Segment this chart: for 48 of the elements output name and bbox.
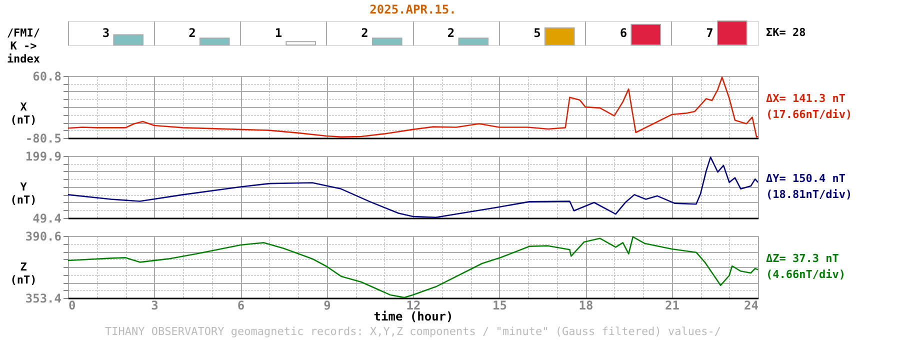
text: ΔZ= 37.3 nT — [766, 252, 840, 265]
y-tick-label: 49.4 — [32, 212, 62, 226]
x-tick-label: 6 — [237, 298, 245, 312]
bar — [458, 38, 489, 46]
bar — [544, 27, 575, 46]
y-tick-label: 60.8 — [32, 70, 62, 84]
x-axis-title: time (hour) — [374, 310, 454, 324]
x-tick-label: 9 — [324, 298, 331, 312]
data-label: 2 — [447, 26, 455, 40]
y-tick-label: -80.5 — [25, 132, 62, 146]
x-tick-label: 3 — [151, 298, 158, 312]
bar — [286, 41, 316, 46]
bar — [199, 38, 230, 46]
x-tick-label: 12 — [406, 298, 421, 312]
data-label: 3 — [102, 26, 110, 40]
bar — [630, 24, 662, 46]
x-tick-label: 0 — [68, 298, 76, 312]
text: ΔX= 141.3 nT — [766, 92, 846, 105]
y-tick-label: 353.4 — [25, 292, 62, 306]
text: (18.81nT/div) — [766, 188, 852, 201]
y-axis-title: Z (nT) — [10, 260, 37, 286]
text: TIHANY OBSERVATORY geomagnetic records: X,Y,Z components / "minute" (Gauss filtered) values-/ — [105, 325, 721, 338]
text: (4.66nT/div) — [766, 268, 846, 281]
text: ΔY= 150.4 nT — [766, 172, 846, 185]
data-label: 2 — [188, 26, 196, 40]
data-label: 1 — [274, 26, 282, 40]
bar — [716, 20, 748, 46]
x-tick-label: 21 — [665, 298, 680, 312]
y-axis-title: Y (nT) — [10, 180, 37, 206]
y-tick-label: 390.6 — [25, 230, 62, 244]
x-tick-label: 18 — [578, 298, 594, 312]
data-label: 7 — [706, 26, 714, 40]
bar — [113, 34, 144, 46]
y-axis-title: X (nT) — [10, 100, 37, 126]
x-tick-label: 24 — [744, 298, 758, 312]
data-label: 6 — [620, 26, 628, 40]
line-series — [68, 76, 758, 138]
data-label: 5 — [534, 26, 541, 40]
data-label: 2 — [361, 26, 368, 40]
y-axis-title: /FMI/ K -> index — [6, 26, 40, 66]
x-tick-label: 15 — [492, 298, 507, 312]
y-tick-label: 199.9 — [25, 150, 62, 164]
text: (17.66nT/div) — [766, 108, 852, 121]
chart-title: 2025.APR.15. — [370, 2, 456, 16]
text: ΣK= 28 — [766, 26, 806, 39]
line-series — [68, 236, 758, 298]
bar — [372, 38, 402, 46]
line-series — [68, 156, 758, 218]
